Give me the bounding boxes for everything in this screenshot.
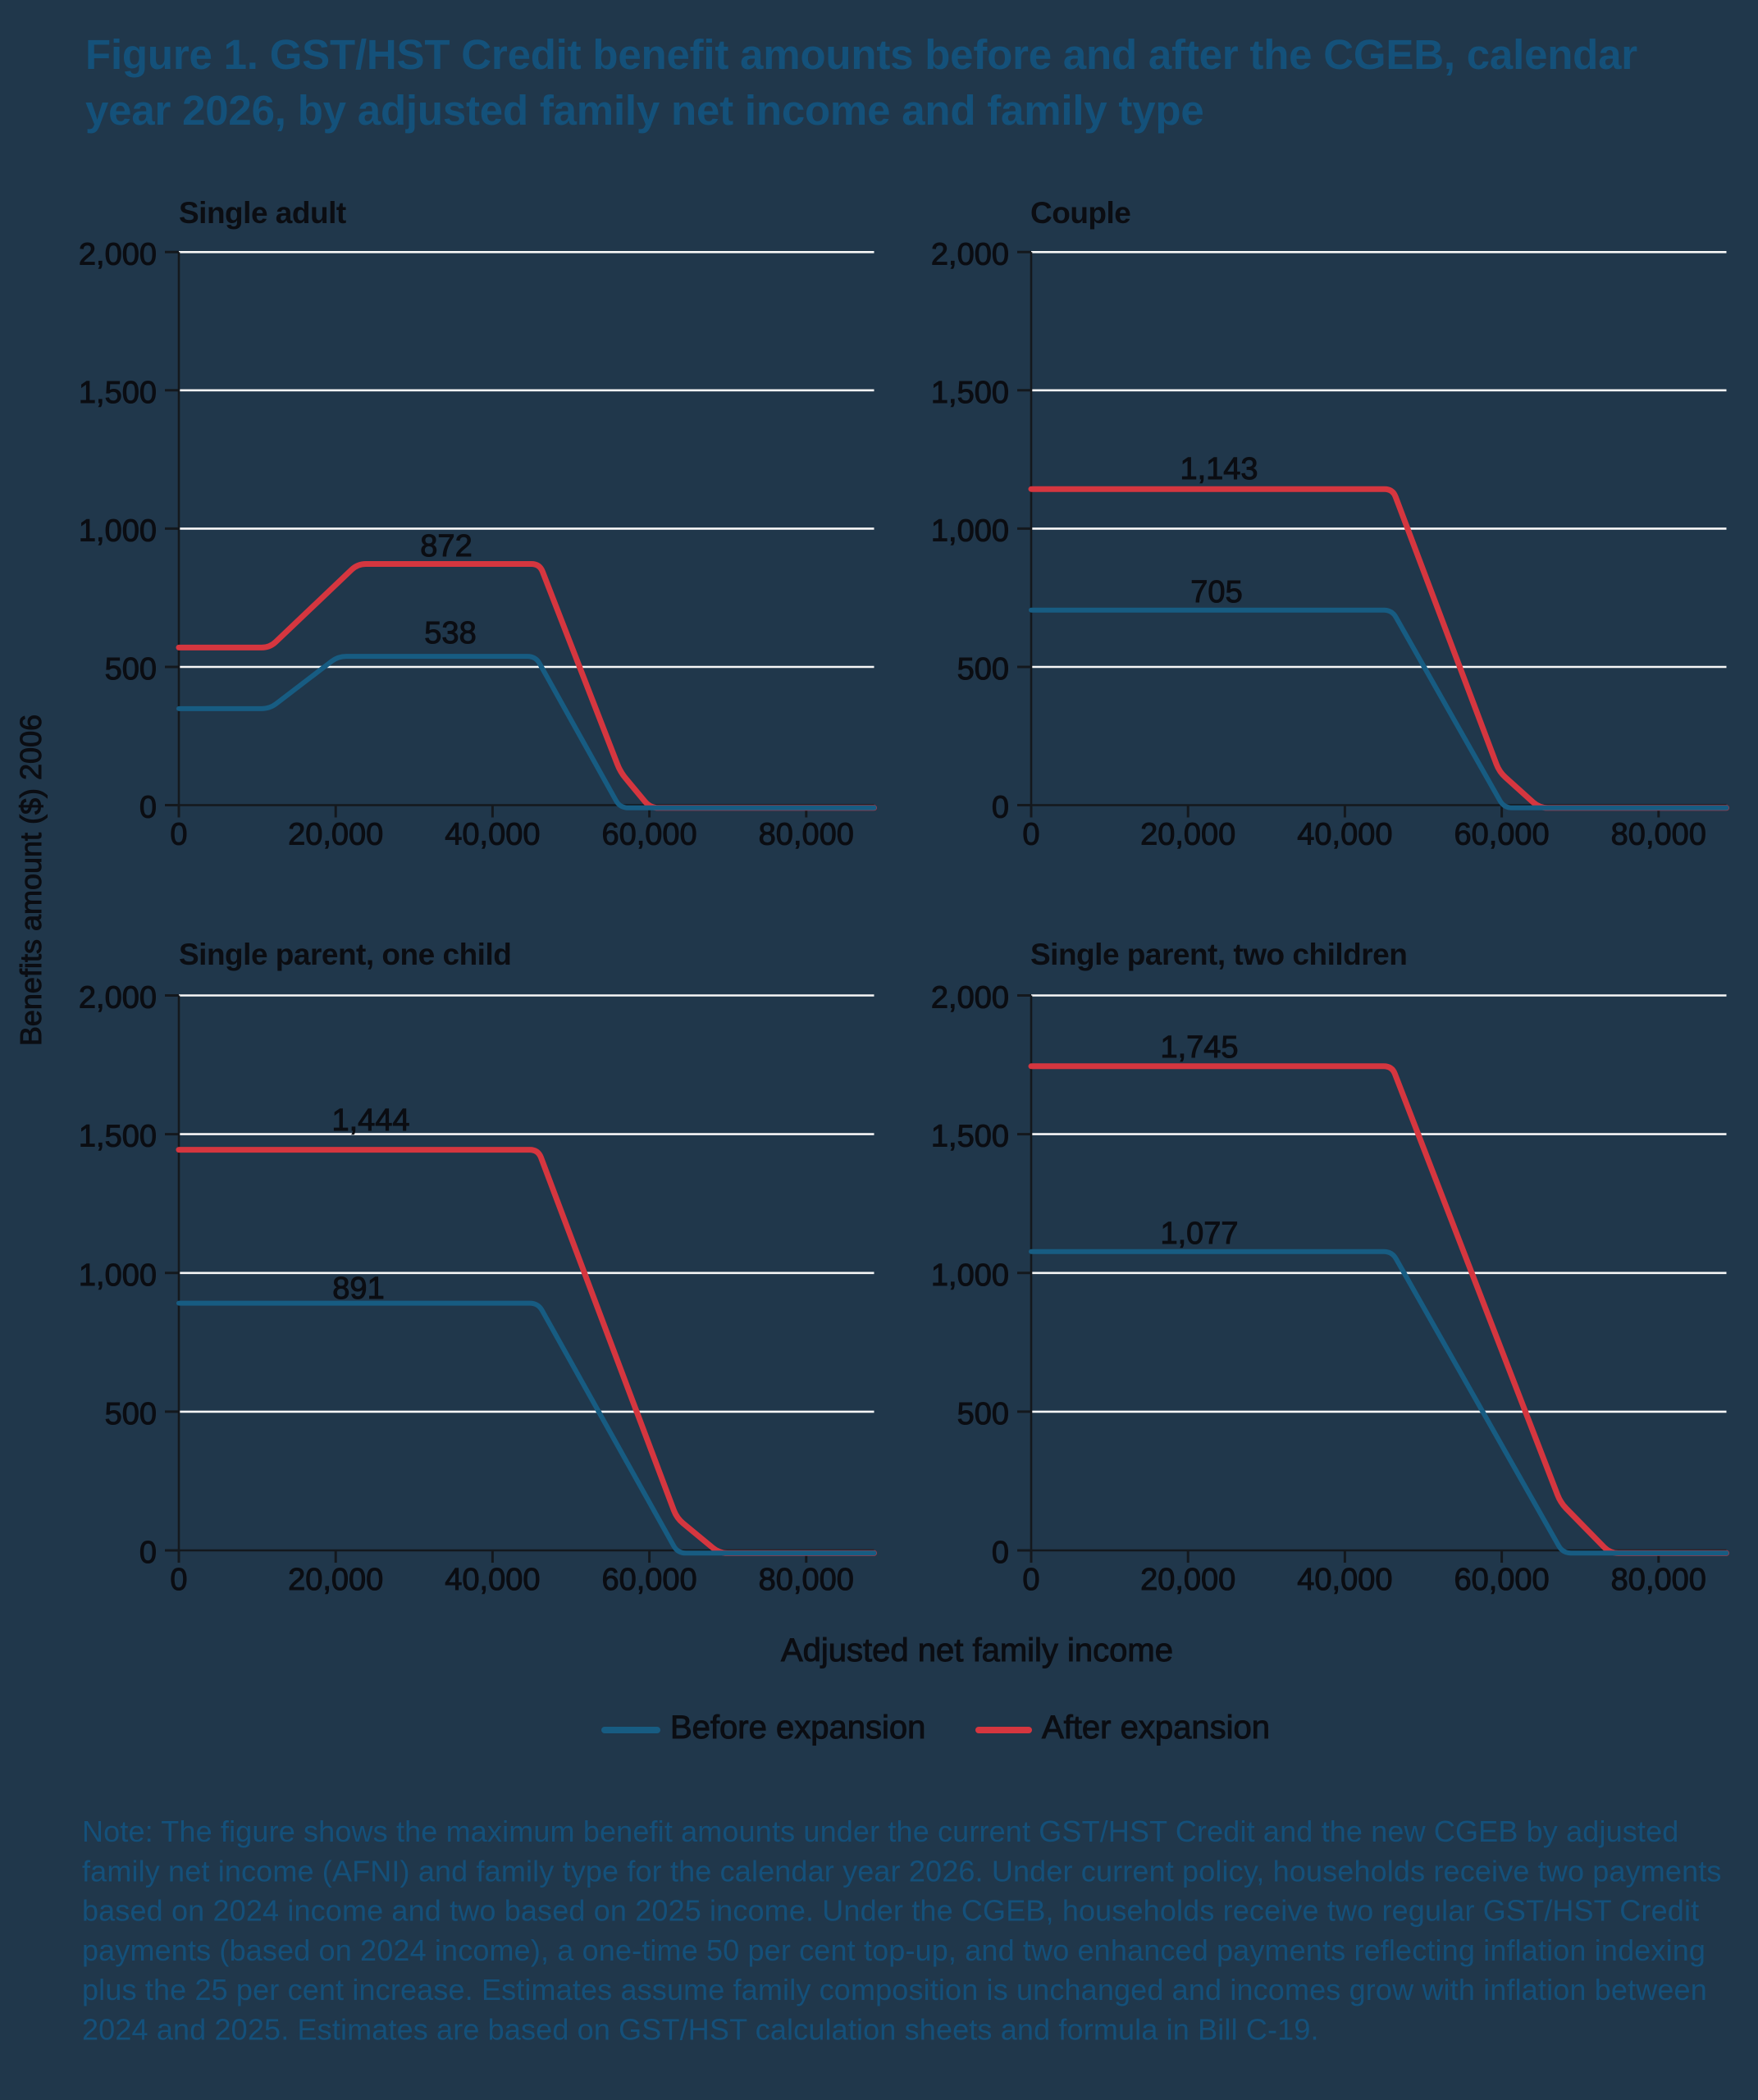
svg-text:60,000: 60,000 (601, 818, 696, 852)
svg-text:1,000: 1,000 (931, 514, 1009, 548)
svg-text:0: 0 (139, 1536, 157, 1570)
svg-text:1,000: 1,000 (79, 1258, 157, 1293)
svg-text:0: 0 (139, 791, 157, 825)
svg-text:40,000: 40,000 (445, 818, 540, 852)
svg-text:80,000: 80,000 (759, 1563, 854, 1597)
svg-text:2024 and 2025. Estimates are b: 2024 and 2025. Estimates are based on GS… (82, 2013, 1319, 2047)
svg-text:Figure 1. GST/HST Credit benef: Figure 1. GST/HST Credit benefit amounts… (85, 31, 1637, 78)
svg-text:20,000: 20,000 (1140, 818, 1235, 852)
svg-text:80,000: 80,000 (1611, 1563, 1706, 1597)
svg-text:20,000: 20,000 (288, 818, 383, 852)
svg-text:plus the 25 per cent increase.: plus the 25 per cent increase. Estimates… (82, 1973, 1707, 2006)
svg-text:60,000: 60,000 (1454, 818, 1549, 852)
svg-text:40,000: 40,000 (445, 1563, 540, 1597)
svg-text:500: 500 (957, 1397, 1009, 1431)
svg-text:family net income (AFNI) and f: family net income (AFNI) and family type… (82, 1854, 1722, 1888)
svg-text:After expansion: After expansion (1042, 1710, 1270, 1746)
svg-text:872: 872 (420, 529, 472, 564)
svg-text:Couple: Couple (1030, 196, 1130, 230)
svg-text:60,000: 60,000 (601, 1563, 696, 1597)
svg-text:1,500: 1,500 (931, 1120, 1009, 1154)
svg-text:1,500: 1,500 (79, 1120, 157, 1154)
svg-text:1,000: 1,000 (79, 514, 157, 548)
svg-text:Single parent, two children: Single parent, two children (1030, 938, 1407, 971)
svg-text:1,500: 1,500 (79, 376, 157, 410)
svg-text:0: 0 (992, 1536, 1009, 1570)
svg-text:payments (based on 2024 income: payments (based on 2024 income), a one-t… (82, 1933, 1705, 1967)
svg-text:1,077: 1,077 (1160, 1217, 1238, 1251)
svg-text:891: 891 (332, 1271, 384, 1306)
svg-text:60,000: 60,000 (1454, 1563, 1549, 1597)
svg-text:1,143: 1,143 (1180, 452, 1258, 486)
svg-text:Before expansion: Before expansion (670, 1710, 925, 1746)
svg-text:500: 500 (105, 652, 157, 687)
svg-text:Benefits amount ($) 2006: Benefits amount ($) 2006 (14, 714, 48, 1046)
svg-text:0: 0 (170, 1563, 187, 1597)
svg-text:year 2026, by adjusted family: year 2026, by adjusted family net income… (85, 87, 1203, 134)
svg-text:0: 0 (1022, 1563, 1039, 1597)
svg-text:Note: The figure shows the max: Note: The figure shows the maximum benef… (82, 1815, 1678, 1848)
svg-text:705: 705 (1190, 575, 1242, 609)
svg-text:20,000: 20,000 (1140, 1563, 1235, 1597)
svg-text:500: 500 (957, 652, 1009, 687)
svg-text:1,745: 1,745 (1160, 1030, 1238, 1065)
svg-text:1,500: 1,500 (931, 376, 1009, 410)
svg-text:80,000: 80,000 (759, 818, 854, 852)
svg-text:20,000: 20,000 (288, 1563, 383, 1597)
svg-text:0: 0 (992, 791, 1009, 825)
svg-text:538: 538 (424, 616, 476, 651)
svg-text:40,000: 40,000 (1297, 1563, 1392, 1597)
svg-text:40,000: 40,000 (1297, 818, 1392, 852)
svg-text:0: 0 (1022, 818, 1039, 852)
svg-text:1,444: 1,444 (331, 1103, 409, 1138)
svg-text:2,000: 2,000 (931, 237, 1009, 272)
svg-text:500: 500 (105, 1397, 157, 1431)
svg-text:based on 2024 income and two b: based on 2024 income and two based on 20… (82, 1894, 1699, 1928)
svg-text:2,000: 2,000 (931, 981, 1009, 1016)
svg-text:2,000: 2,000 (79, 237, 157, 272)
svg-text:Single parent, one child: Single parent, one child (179, 938, 511, 971)
svg-text:Single adult: Single adult (179, 196, 346, 230)
svg-text:2,000: 2,000 (79, 981, 157, 1016)
svg-text:0: 0 (170, 818, 187, 852)
svg-text:Adjusted net family income: Adjusted net family income (781, 1632, 1173, 1669)
svg-text:80,000: 80,000 (1611, 818, 1706, 852)
svg-text:1,000: 1,000 (931, 1258, 1009, 1293)
